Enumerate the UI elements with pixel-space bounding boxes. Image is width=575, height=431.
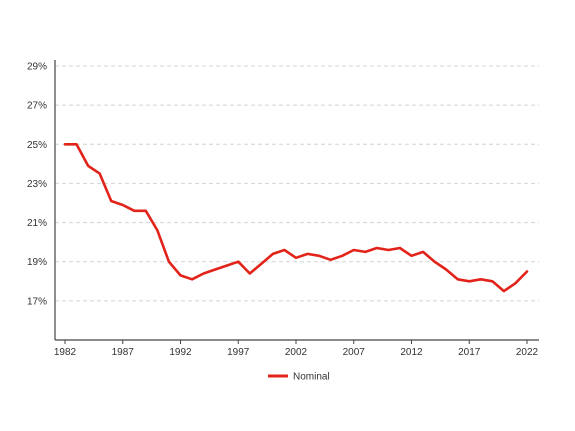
grid-lines xyxy=(55,65,539,302)
x-tick-label: 2022 xyxy=(516,347,539,358)
y-tick-labels: 17% 19% 21% 23% 25% 27% 29% xyxy=(27,62,47,308)
x-tick-label: 1997 xyxy=(227,347,250,358)
legend: Nominal xyxy=(268,372,330,383)
x-tick-label: 2017 xyxy=(458,347,481,358)
y-tick-label: 25% xyxy=(27,140,47,151)
x-tick-labels: 1982 1987 1992 1997 2002 2007 2012 2017 2022 xyxy=(54,347,539,358)
x-tick-label: 1987 xyxy=(112,347,135,358)
series-line-nominal xyxy=(63,143,529,293)
series-group xyxy=(63,143,529,293)
y-tick-label: 17% xyxy=(27,296,47,307)
y-tick-label: 21% xyxy=(27,218,47,229)
x-tick-label: 2002 xyxy=(285,347,308,358)
y-tick-label: 19% xyxy=(27,257,47,268)
y-tick-label: 29% xyxy=(27,62,47,73)
x-tick-label: 1992 xyxy=(169,347,192,358)
x-tick-label: 2007 xyxy=(343,347,366,358)
y-tick-label: 23% xyxy=(27,179,47,190)
x-tick-label: 1982 xyxy=(54,347,77,358)
legend-label: Nominal xyxy=(293,372,330,383)
axes xyxy=(54,60,539,344)
y-tick-label: 27% xyxy=(27,101,47,112)
x-tick-label: 2012 xyxy=(400,347,423,358)
